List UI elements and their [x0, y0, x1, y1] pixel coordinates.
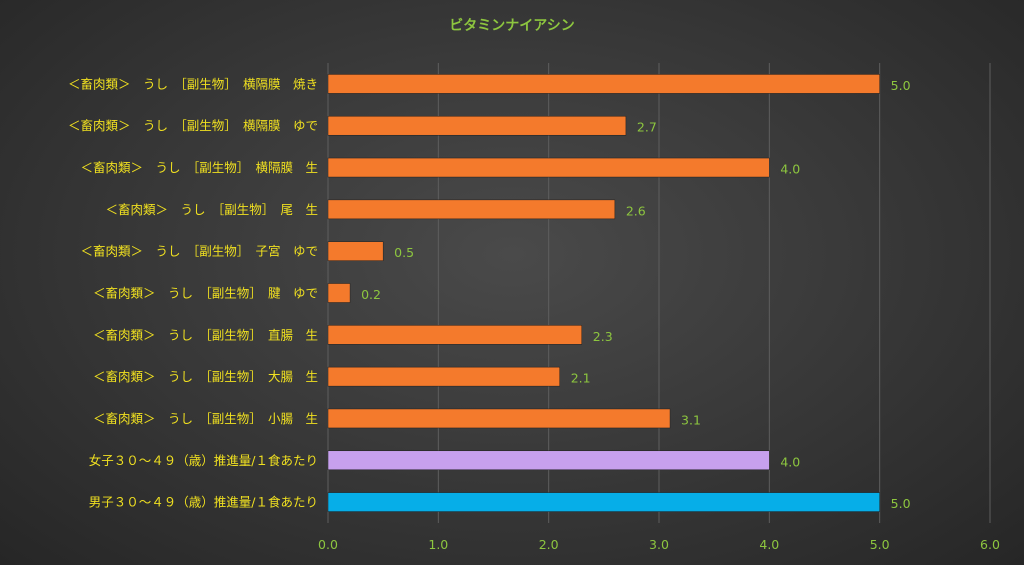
category-label: ＜畜肉類＞ うし ［副生物］ 子宮 ゆで — [80, 244, 318, 259]
bars — [327, 74, 880, 512]
data-label: 2.6 — [626, 203, 646, 218]
data-label: 3.1 — [681, 412, 701, 427]
bar — [327, 199, 616, 220]
category-label: 男子３０～４９（歳）推進量/１食あたり — [89, 495, 318, 510]
category-label: ＜畜肉類＞ うし ［副生物］ 腱 ゆで — [93, 286, 318, 301]
bar — [327, 325, 583, 345]
bar — [327, 366, 560, 387]
category-label: ＜畜肉類＞ うし ［副生物］ 尾 生 — [105, 202, 318, 217]
bar — [327, 241, 384, 261]
category-labels: ＜畜肉類＞ うし ［副生物］ 横隔膜 焼き ＜畜肉類＞ うし ［副生物］ 横隔膜 … — [68, 76, 318, 509]
data-label: 2.1 — [571, 371, 591, 386]
bar — [327, 74, 880, 94]
category-label: ＜畜肉類＞ うし ［副生物］ 直腸 生 — [93, 327, 318, 342]
data-label: 0.2 — [361, 287, 381, 302]
data-label: 2.3 — [593, 329, 613, 344]
category-label: ＜畜肉類＞ うし ［副生物］ 横隔膜 ゆで — [68, 118, 318, 133]
data-label: 5.0 — [891, 496, 911, 511]
data-label: 4.0 — [780, 454, 800, 469]
bar — [327, 283, 351, 303]
data-label: 0.5 — [394, 245, 414, 260]
bar — [327, 450, 770, 471]
x-tick-label: 2.0 — [539, 537, 559, 552]
x-tick-label: 6.0 — [980, 537, 1000, 552]
x-tick-label: 4.0 — [759, 537, 779, 552]
x-tick-label: 5.0 — [870, 537, 890, 552]
data-label: 4.0 — [780, 162, 800, 177]
bar — [327, 408, 671, 429]
bar — [327, 157, 770, 178]
data-label: 5.0 — [891, 78, 911, 93]
bar — [327, 492, 880, 512]
category-label: 女子３０～４９（歳）推進量/１食あたり — [89, 453, 318, 468]
data-label: 2.7 — [637, 120, 657, 135]
chart-title: ビタミンナイアシン — [449, 18, 574, 34]
category-label: ＜畜肉類＞ うし ［副生物］ 大腸 生 — [93, 369, 318, 384]
data-labels: 5.0 2.7 4.0 2.6 0.5 0.2 2.3 2.1 3.1 4.0 5.0 — [361, 78, 911, 511]
category-label: ＜畜肉類＞ うし ［副生物］ 小腸 生 — [93, 411, 318, 426]
x-tick-label: 0.0 — [318, 537, 338, 552]
bar — [327, 115, 627, 136]
x-tick-label: 1.0 — [428, 537, 448, 552]
category-label: ＜畜肉類＞ うし ［副生物］ 横隔膜 生 — [80, 160, 318, 175]
x-tick-label: 3.0 — [649, 537, 669, 552]
gridlines — [327, 63, 991, 523]
x-axis-tick-labels: 0.0 1.0 2.0 3.0 4.0 5.0 6.0 — [318, 537, 1000, 552]
category-label: ＜畜肉類＞ うし ［副生物］ 横隔膜 焼き — [68, 76, 318, 91]
